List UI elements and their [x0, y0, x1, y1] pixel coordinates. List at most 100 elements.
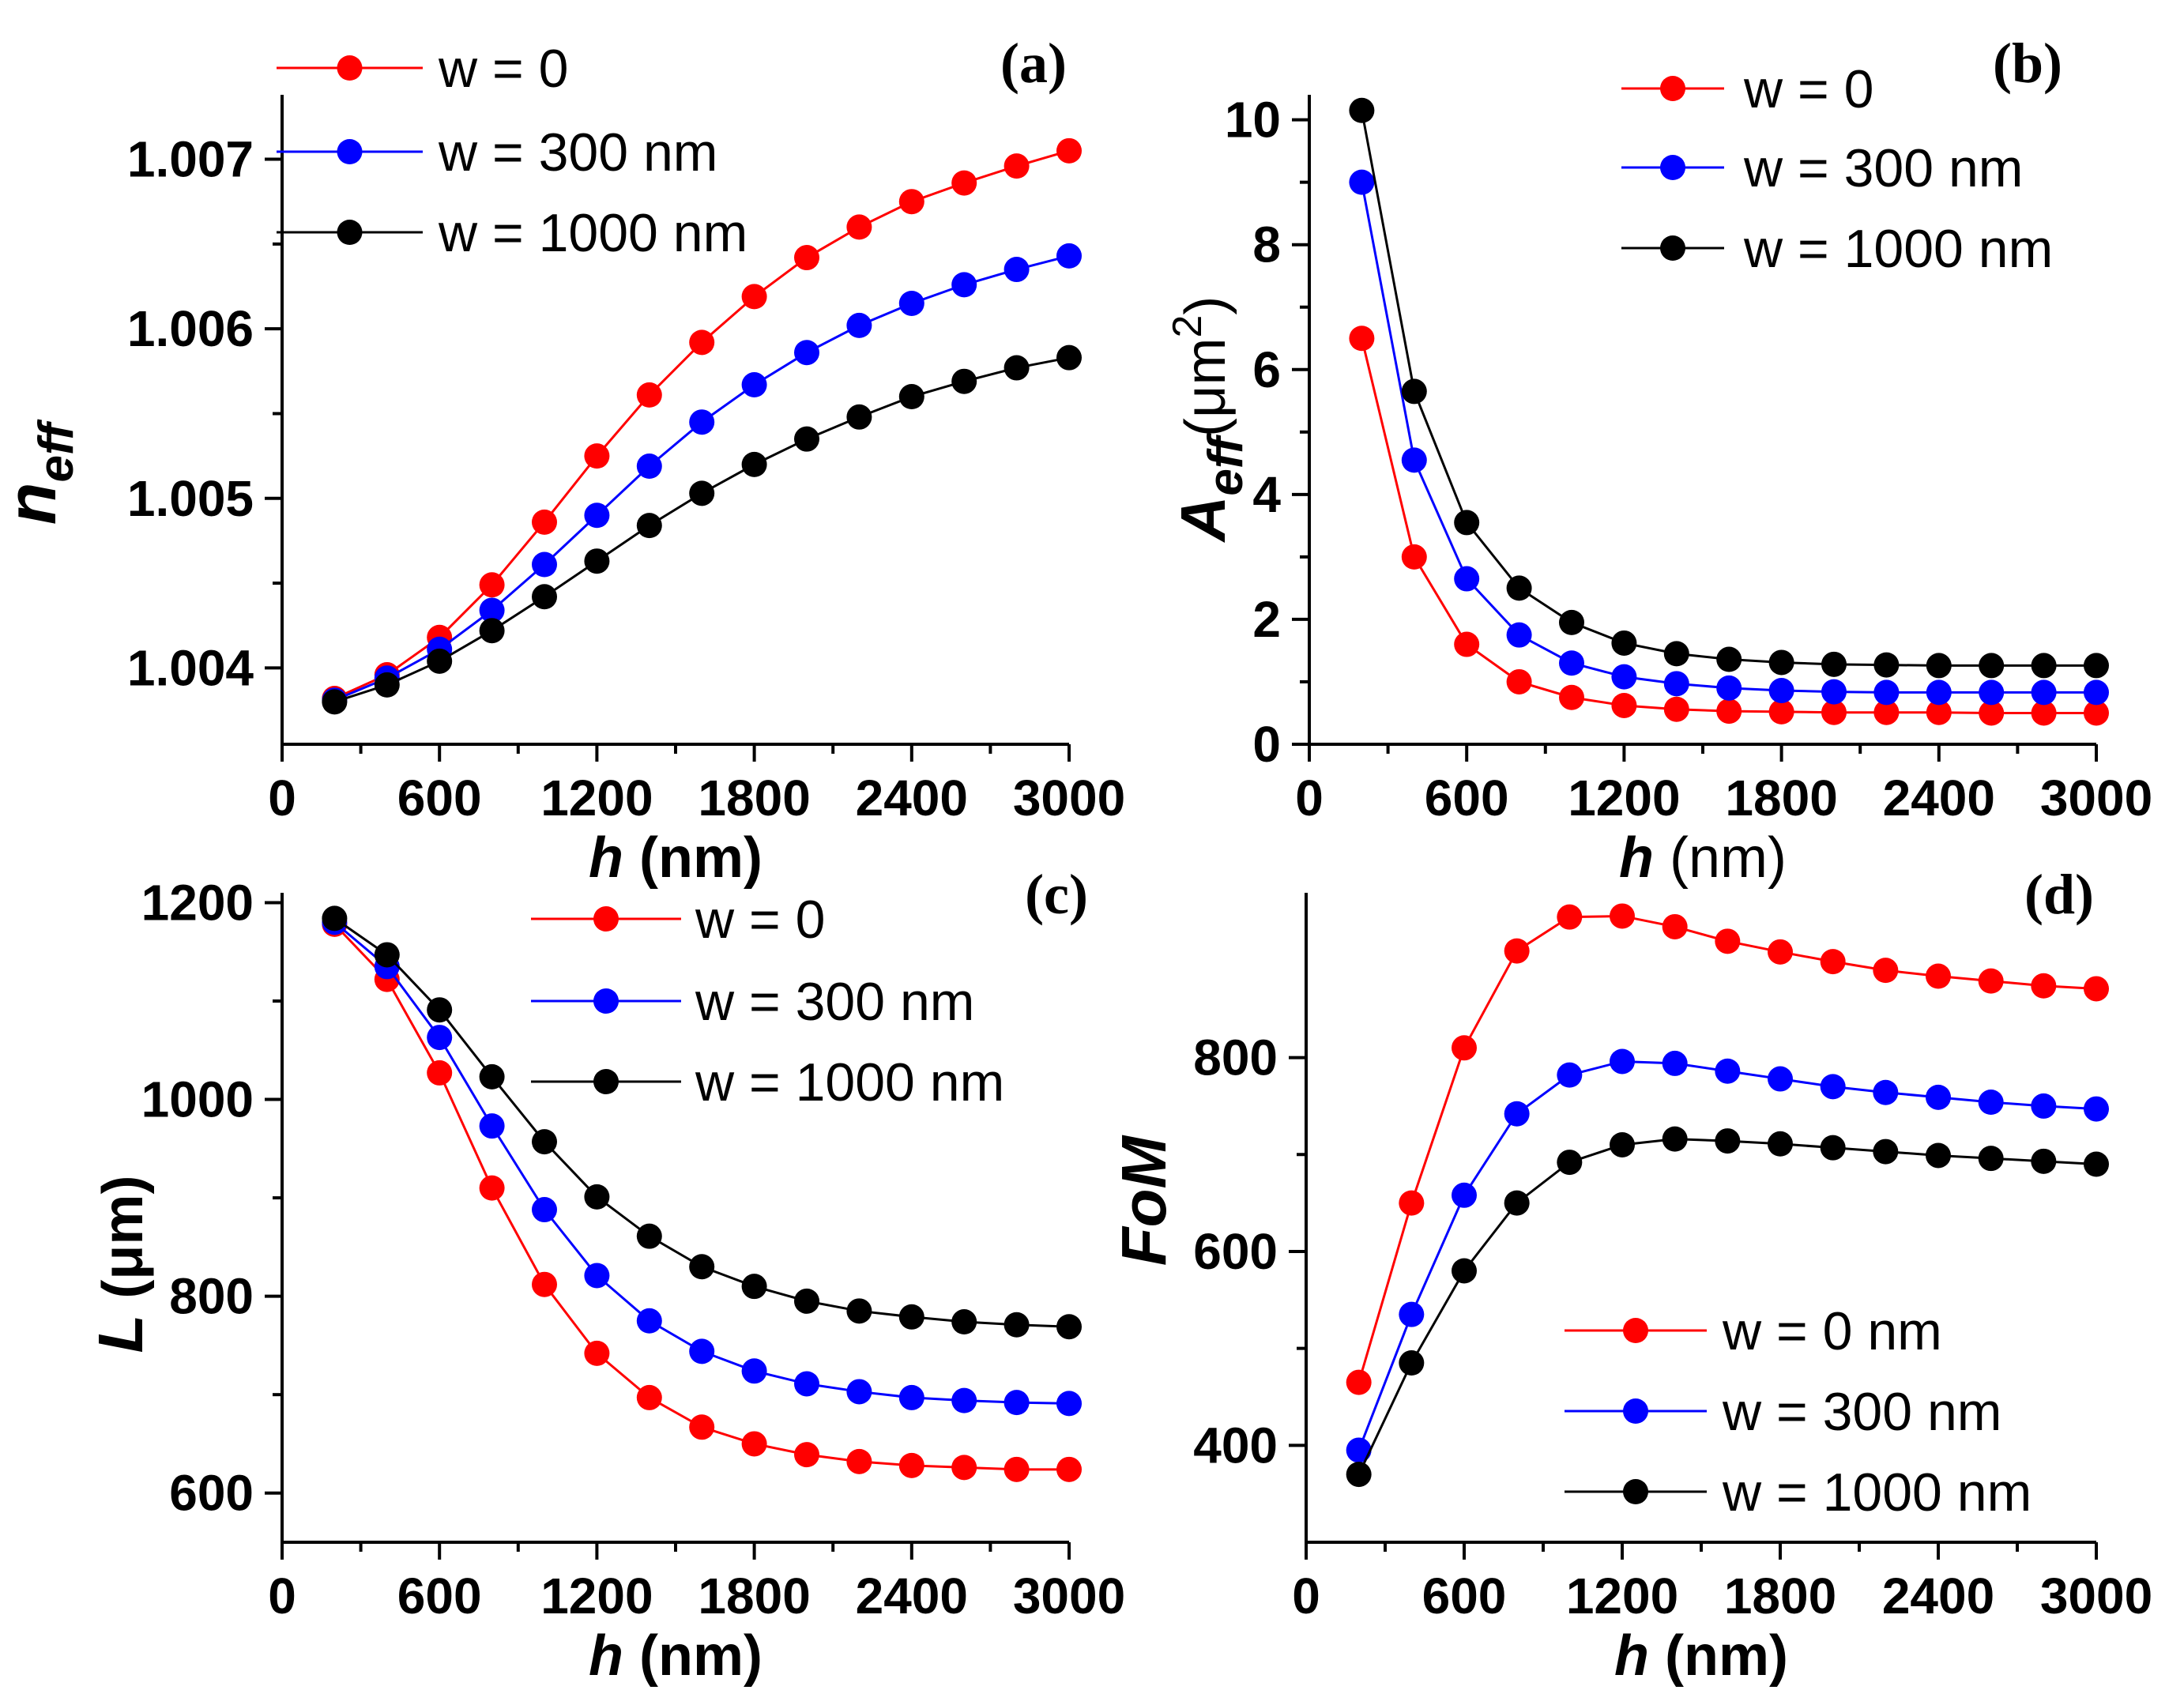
- data-point-red: [741, 1431, 767, 1457]
- y-axis-label-sub: eff: [29, 419, 84, 482]
- y-tick-label: 8: [1252, 216, 1281, 273]
- y-tick-label: 1.005: [127, 470, 254, 527]
- panel-label: (a): [1000, 32, 1067, 95]
- data-point-blue: [1454, 566, 1480, 592]
- data-point-black: [1926, 1142, 1951, 1169]
- data-point-blue: [1349, 169, 1375, 195]
- legend-marker-black: [1660, 235, 1685, 261]
- data-point-black: [2084, 1151, 2109, 1177]
- data-point-blue: [846, 312, 872, 338]
- data-point-red: [1506, 668, 1532, 694]
- x-tick-label: 2400: [856, 770, 968, 826]
- data-point-blue: [1004, 1390, 1030, 1416]
- data-point-black: [1004, 1312, 1030, 1338]
- data-point-red: [532, 509, 557, 535]
- data-point-black: [1452, 1258, 1477, 1284]
- legend-marker-red: [337, 55, 363, 81]
- data-point-blue: [1504, 1101, 1530, 1127]
- data-point-red: [1663, 696, 1689, 722]
- data-point-red: [636, 1384, 662, 1410]
- data-point-red: [1399, 1190, 1425, 1216]
- data-point-red: [1873, 958, 1899, 984]
- legend-label: w = 0: [1743, 59, 1873, 119]
- data-point-red: [1557, 904, 1583, 930]
- x-tick-label: 3000: [2040, 770, 2152, 826]
- data-point-blue: [1611, 664, 1637, 690]
- legend-label: w = 0 nm: [1722, 1301, 1942, 1361]
- panel-label: (d): [2024, 863, 2094, 926]
- data-point-red: [479, 1175, 505, 1201]
- data-point-red: [951, 170, 977, 196]
- legend-label: w = 0: [438, 39, 568, 99]
- legend-marker-blue: [593, 988, 619, 1014]
- y-tick-label: 1.007: [127, 131, 254, 188]
- data-point-black: [1979, 653, 2005, 679]
- y-axis-label-close: ): [1174, 296, 1237, 315]
- data-point-red: [1610, 903, 1635, 929]
- x-tick-label: 600: [1425, 770, 1509, 826]
- legend-label: w = 1000 nm: [1743, 219, 2053, 279]
- x-axis-label-var: h: [589, 826, 623, 890]
- data-point-black: [1978, 1146, 2004, 1172]
- data-point-black: [322, 905, 348, 932]
- data-point-black: [1401, 378, 1427, 405]
- y-axis-label-var: L: [85, 1315, 156, 1353]
- y-tick-label: 1200: [141, 874, 254, 931]
- data-point-black: [1454, 510, 1480, 536]
- legend: w = 0 w = 300 nm w = 1000 nm: [1621, 59, 2053, 279]
- legend-label: w = 300 nm: [1722, 1382, 2001, 1442]
- data-point-red: [1452, 1035, 1477, 1061]
- y-tick-label: 1.006: [127, 300, 254, 357]
- legend: w = 0 w = 300 nm w = 1000 nm: [531, 890, 1004, 1112]
- x-axis-label-unit: (nm): [623, 1624, 763, 1688]
- data-point-red: [2031, 700, 2057, 726]
- data-point-red: [1873, 699, 1900, 725]
- data-point-blue: [2031, 679, 2057, 706]
- y-tick-label: 1000: [141, 1071, 254, 1128]
- data-point-black: [1056, 344, 1082, 371]
- x-tick-label: 0: [268, 1568, 296, 1624]
- data-point-blue: [1978, 1090, 2004, 1116]
- x-tick-label: 1800: [698, 770, 810, 826]
- data-point-blue: [1056, 1391, 1082, 1417]
- data-point-blue: [1715, 1058, 1741, 1084]
- x-tick-label: 0: [1295, 770, 1324, 826]
- x-axis-label: h (nm): [1619, 826, 1787, 890]
- x-axis-label: h (nm): [1614, 1624, 1788, 1688]
- data-point-black: [374, 672, 400, 698]
- data-point-black: [479, 618, 505, 644]
- data-point-black: [1611, 630, 1637, 656]
- legend-label: w = 300 nm: [1743, 138, 2023, 198]
- data-point-black: [1504, 1190, 1530, 1216]
- data-point-red: [636, 382, 662, 408]
- data-point-blue: [1716, 675, 1742, 701]
- panel-label: (c): [1025, 863, 1088, 926]
- data-point-black: [1821, 651, 1847, 677]
- data-point-red: [1820, 949, 1846, 975]
- data-point-black: [1768, 649, 1794, 676]
- data-point-blue: [898, 290, 924, 316]
- data-point-blue: [689, 1338, 715, 1364]
- data-point-black: [846, 404, 872, 430]
- data-point-black: [741, 451, 767, 477]
- data-point-blue: [1821, 679, 1847, 705]
- x-tick-label: 600: [397, 770, 482, 826]
- data-point-red: [1926, 699, 1952, 725]
- y-tick-label: 800: [169, 1268, 254, 1325]
- data-point-black: [322, 689, 348, 715]
- y-axis-label-sup: 2: [1165, 315, 1211, 338]
- legend-label: w = 1000 nm: [1722, 1462, 2031, 1522]
- data-point-red: [1559, 684, 1584, 710]
- data-point-black: [584, 1184, 610, 1210]
- data-point-black: [1610, 1131, 1635, 1157]
- data-point-black: [584, 548, 610, 574]
- data-point-blue: [1926, 1084, 1951, 1110]
- legend: w = 0 nm w = 300 nm w = 1000 nm: [1565, 1301, 2031, 1522]
- data-point-blue: [427, 1025, 453, 1051]
- data-point-blue: [1979, 679, 2005, 706]
- data-point-black: [2031, 653, 2057, 679]
- y-axis-label-unit: (μm: [1174, 338, 1237, 437]
- data-point-blue: [2031, 1093, 2057, 1119]
- data-point-blue: [1768, 678, 1794, 704]
